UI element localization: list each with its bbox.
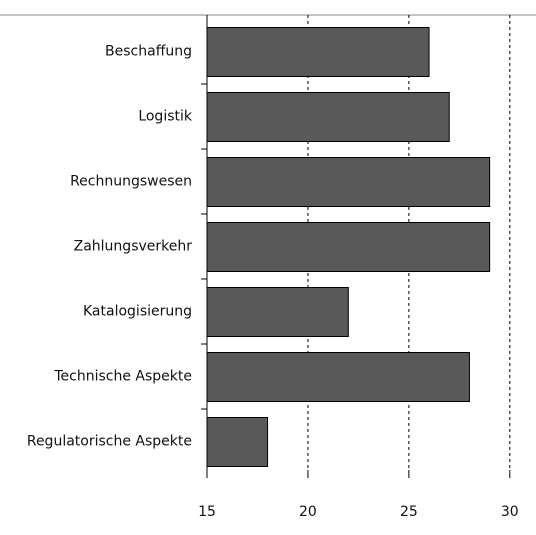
bar	[206, 352, 470, 402]
y-tick-label: Technische Aspekte	[53, 369, 192, 385]
y-tick-label: Zahlungsverkehr	[74, 239, 193, 255]
y-tick-label: Regulatorische Aspekte	[27, 434, 192, 450]
bar	[206, 27, 430, 77]
bar	[206, 157, 491, 207]
x-tick-label: 20	[299, 504, 317, 520]
bar	[206, 417, 269, 467]
bar	[206, 222, 491, 272]
x-tick-label: 25	[400, 504, 418, 520]
x-tick-label: 30	[501, 504, 519, 520]
bar	[206, 92, 450, 142]
y-tick-label: Rechnungswesen	[70, 174, 192, 190]
y-tick-label: Logistik	[138, 109, 193, 125]
y-tick-label: Beschaffung	[105, 44, 192, 60]
y-tick-label: Katalogisierung	[83, 304, 192, 320]
bar	[206, 287, 349, 337]
x-tick-label: 15	[198, 504, 216, 520]
